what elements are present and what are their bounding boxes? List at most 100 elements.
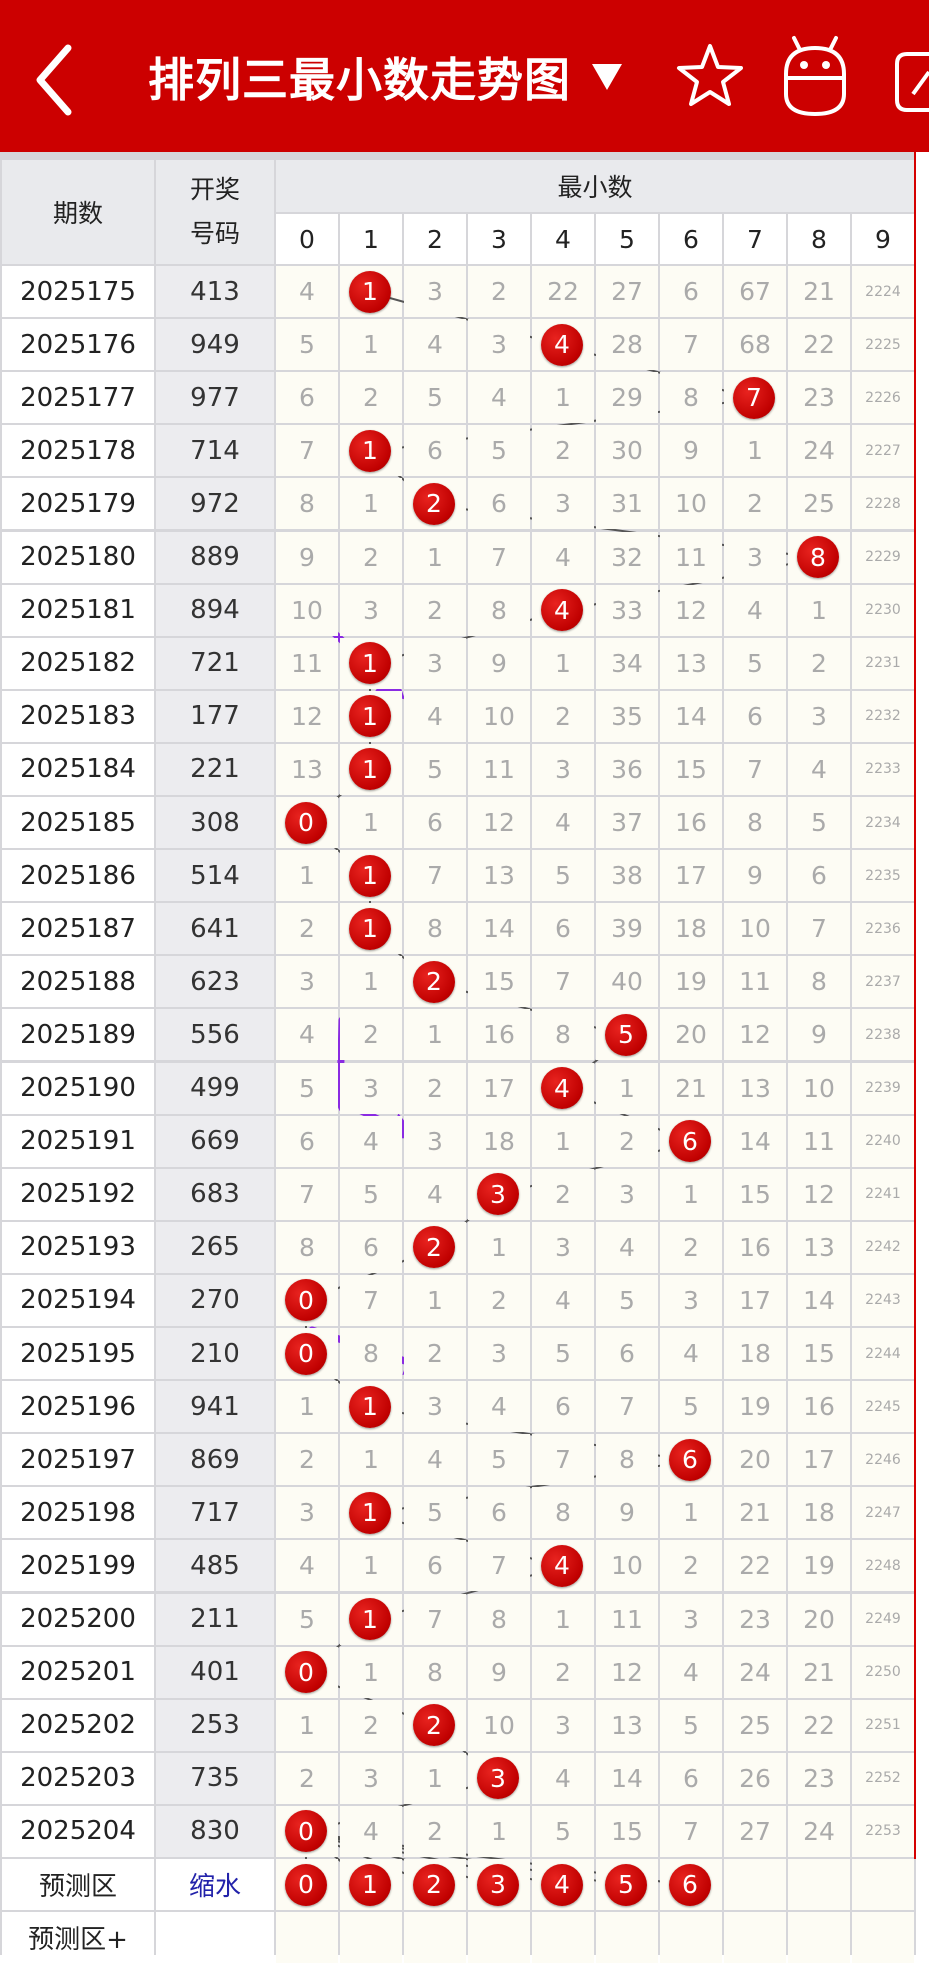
min-digit-ball: 1	[349, 270, 391, 313]
predict-plus-cell[interactable]	[596, 1912, 658, 1963]
missing-value-cell: 12	[660, 584, 722, 636]
predict-plus-cell[interactable]	[852, 1912, 914, 1963]
min-digit-ball: 2	[413, 1226, 455, 1269]
predict-plus-cell[interactable]	[788, 1912, 850, 1963]
missing-value-cell: 8	[532, 1487, 594, 1539]
missing-value-cell: 2245	[852, 1381, 914, 1433]
missing-value-cell: 5	[532, 1328, 594, 1380]
missing-value-cell: 9	[276, 531, 338, 583]
missing-value-cell: 21	[788, 1646, 850, 1698]
missing-value-cell: 24	[788, 425, 850, 477]
predict-plus-cell[interactable]	[404, 1912, 466, 1963]
predict-plus-cell[interactable]	[276, 1912, 338, 1963]
missing-value-cell: 2	[468, 1274, 530, 1326]
predict-cell[interactable]	[788, 1859, 850, 1911]
missing-value-cell: 14	[468, 903, 530, 955]
predict-ball-5[interactable]: 5	[605, 1863, 647, 1906]
missing-value-cell: 5	[276, 1593, 338, 1645]
predict-plus-cell[interactable]	[660, 1912, 722, 1963]
missing-value-cell: 9	[596, 1487, 658, 1539]
period-cell: 2025180	[2, 531, 154, 583]
missing-value-cell: 2	[532, 1646, 594, 1698]
robot-icon[interactable]	[778, 34, 852, 118]
missing-value-cell: 2	[788, 637, 850, 689]
missing-value-cell: 3	[468, 319, 530, 371]
missing-value-cell: 14	[596, 1752, 658, 1804]
missing-value-cell: 24	[724, 1646, 786, 1698]
missing-value-cell: 10	[788, 1062, 850, 1114]
draw-number-cell: 499	[156, 1062, 274, 1114]
period-cell: 2025196	[2, 1381, 154, 1433]
missing-value-cell: 16	[468, 1009, 530, 1061]
missing-value-cell: 15	[724, 1168, 786, 1220]
missing-value-cell: 37	[596, 797, 658, 849]
missing-value-cell: 10	[660, 478, 722, 530]
period-cell: 2025183	[2, 690, 154, 742]
missing-value-cell: 2	[340, 1009, 402, 1061]
draw-header-line2: 号码	[189, 219, 240, 248]
period-cell: 2025192	[2, 1168, 154, 1220]
missing-value-cell: 5	[404, 372, 466, 424]
missing-value-cell: 6	[404, 1540, 466, 1592]
page-title[interactable]: 排列三最小数走势图	[148, 44, 571, 110]
missing-value-cell: 1	[660, 1168, 722, 1220]
period-cell: 2025179	[2, 478, 154, 530]
missing-value-cell: 8	[468, 1593, 530, 1645]
digit-header-9: 9	[852, 214, 914, 264]
missing-value-cell: 2	[404, 1062, 466, 1114]
missing-value-cell: 9	[788, 1009, 850, 1061]
missing-value-cell: 1	[404, 1752, 466, 1804]
draw-number-cell: 683	[156, 1168, 274, 1220]
triangle-down-icon[interactable]	[590, 62, 624, 92]
predict-cell[interactable]	[724, 1859, 786, 1911]
missing-value-cell: 33	[596, 584, 658, 636]
predict-ball-1[interactable]: 1	[349, 1863, 391, 1906]
missing-value-cell: 2	[660, 1221, 722, 1273]
predict-ball-6[interactable]: 6	[669, 1863, 711, 1906]
missing-value-cell: 1	[340, 797, 402, 849]
shrink-link[interactable]: 缩水	[156, 1859, 274, 1911]
missing-value-cell: 13	[596, 1699, 658, 1751]
predict-plus-cell[interactable]	[468, 1912, 530, 1963]
missing-value-cell: 16	[660, 797, 722, 849]
draw-number-cell: 889	[156, 531, 274, 583]
missing-value-cell: 2247	[852, 1487, 914, 1539]
missing-value-cell: 2	[276, 1752, 338, 1804]
predict-ball-2[interactable]: 2	[413, 1863, 455, 1906]
period-cell: 2025204	[2, 1805, 154, 1857]
missing-value-cell: 2229	[852, 531, 914, 583]
missing-value-cell: 19	[660, 956, 722, 1008]
missing-value-cell: 8	[532, 1009, 594, 1061]
predict-plus-cell[interactable]	[340, 1912, 402, 1963]
star-icon[interactable]	[676, 42, 744, 110]
predict-ball-3[interactable]: 3	[477, 1863, 519, 1906]
missing-value-cell: 4	[404, 1434, 466, 1486]
draw-number-cell: 949	[156, 319, 274, 371]
missing-value-cell: 1	[532, 637, 594, 689]
missing-value-cell: 1	[532, 1593, 594, 1645]
digit-header-3: 3	[468, 214, 530, 264]
missing-value-cell: 2248	[852, 1540, 914, 1592]
predict-cell[interactable]	[852, 1859, 914, 1911]
predict-plus-cell[interactable]	[532, 1912, 594, 1963]
missing-value-cell: 11	[788, 1115, 850, 1167]
chevron-left-icon[interactable]	[30, 40, 80, 120]
digit-header-4: 4	[532, 214, 594, 264]
missing-value-cell: 13	[724, 1062, 786, 1114]
missing-value-cell: 2	[532, 1168, 594, 1220]
predict-ball-4[interactable]: 4	[541, 1863, 583, 1906]
missing-value-cell: 2	[276, 1434, 338, 1486]
missing-value-cell: 2243	[852, 1274, 914, 1326]
missing-value-cell: 3	[660, 1593, 722, 1645]
predict-plus-cell[interactable]	[724, 1912, 786, 1963]
edit-icon[interactable]	[893, 44, 929, 114]
predict-ball-0[interactable]: 0	[285, 1863, 327, 1906]
missing-value-cell: 3	[404, 266, 466, 318]
missing-value-cell: 5	[532, 1805, 594, 1857]
period-cell: 2025186	[2, 850, 154, 902]
missing-value-cell: 3	[340, 584, 402, 636]
period-cell: 2025177	[2, 372, 154, 424]
missing-value-cell: 36	[596, 743, 658, 795]
draw-number-cell: 270	[156, 1274, 274, 1326]
missing-value-cell: 2241	[852, 1168, 914, 1220]
